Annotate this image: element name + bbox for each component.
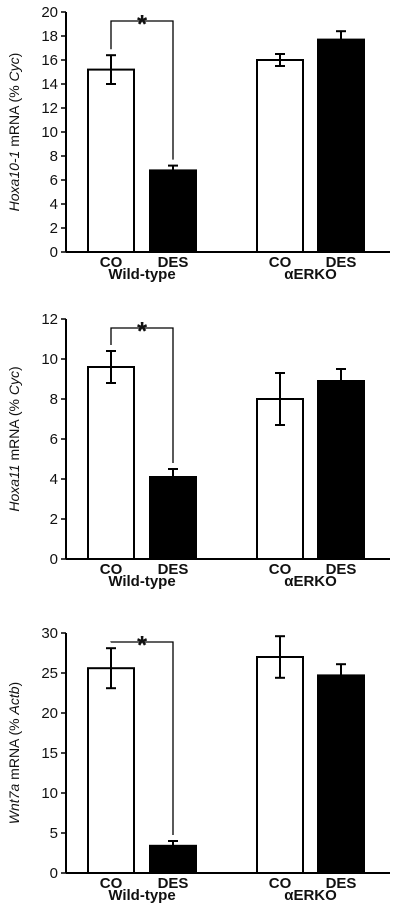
y-tick-label: 10 xyxy=(41,785,58,802)
chart-panel-1: 0 2 4 6 8 10 12 14 16 18 20 Hoxa10-1 mRNA (% Cyc) CO… xyxy=(6,4,390,283)
category-label: CO xyxy=(269,561,292,578)
group-label: Wild-type xyxy=(108,266,175,283)
bar-des xyxy=(149,844,197,874)
y-axis-label-close: ) xyxy=(6,53,22,58)
significance-star: * xyxy=(137,630,148,660)
y-tick-label: 18 xyxy=(41,28,58,45)
bar-co xyxy=(87,68,135,253)
category-label: DES xyxy=(326,254,357,271)
bar-co xyxy=(256,656,304,874)
y-axis-label-close: ) xyxy=(6,366,22,371)
y-axis-label: Wnt7a mRNA (% Actb) xyxy=(6,682,22,824)
category-label: CO xyxy=(269,875,292,892)
y-tick-label: 4 xyxy=(50,471,58,488)
y-tick-label: 0 xyxy=(50,865,58,882)
y-axis-label-ref: Actb xyxy=(6,686,22,715)
y-axis-label-rest: mRNA (% xyxy=(6,81,22,150)
y-tick-label: 10 xyxy=(41,124,58,141)
significance-star: * xyxy=(137,316,148,346)
y-tick-label: 6 xyxy=(50,172,58,189)
y-tick-label: 12 xyxy=(41,311,58,328)
y-axis-label-ref: Cyc xyxy=(6,371,22,395)
y-tick-label: 8 xyxy=(50,391,58,408)
y-tick-label: 4 xyxy=(50,196,58,213)
category-label: DES xyxy=(158,561,189,578)
y-tick-label: 5 xyxy=(50,825,58,842)
y-tick-label: 2 xyxy=(50,220,58,237)
y-tick-label: 15 xyxy=(41,745,58,762)
significance-bracket xyxy=(110,641,174,835)
y-tick-label: 30 xyxy=(41,625,58,642)
y-tick-label: 6 xyxy=(50,431,58,448)
category-label: DES xyxy=(326,561,357,578)
y-axis-label: Hoxa10-1 mRNA (% Cyc) xyxy=(6,53,22,212)
significance-star: * xyxy=(137,9,148,39)
bar-des xyxy=(317,38,365,253)
y-tick-label: 2 xyxy=(50,511,58,528)
category-label: DES xyxy=(158,254,189,271)
bar-des xyxy=(317,380,365,560)
group-label: Wild-type xyxy=(108,887,175,904)
y-axis-label-gene: Wnt7a xyxy=(6,784,22,825)
y-axis-label-gene: Hoxa10-1 xyxy=(6,151,22,212)
y-axis-label: Hoxa11 mRNA (% Cyc) xyxy=(6,366,22,511)
y-tick-label: 25 xyxy=(41,665,58,682)
group-label: Wild-type xyxy=(108,573,175,590)
y-tick-label: 20 xyxy=(41,4,58,21)
group-label: αERKO xyxy=(284,573,337,590)
y-axis-label-ref: Cyc xyxy=(6,57,22,81)
bar-co xyxy=(87,667,135,875)
group-label: αERKO xyxy=(284,887,337,904)
y-tick-label: 20 xyxy=(41,705,58,722)
significance-bracket xyxy=(110,327,174,463)
y-axis-label-gene: Hoxa11 xyxy=(6,464,22,511)
significance-bracket xyxy=(110,20,174,160)
y-tick-label: 14 xyxy=(41,76,58,93)
category-label: DES xyxy=(158,875,189,892)
group-label: αERKO xyxy=(284,266,337,283)
bar-co xyxy=(256,59,304,253)
y-tick-label: 0 xyxy=(50,244,58,261)
category-label: CO xyxy=(100,875,123,892)
y-tick-label: 8 xyxy=(50,148,58,165)
bar-des xyxy=(149,169,197,253)
y-tick-label: 0 xyxy=(50,551,58,568)
y-axis-label-close: ) xyxy=(6,682,22,687)
y-axis-label-rest: mRNA (% xyxy=(6,714,22,783)
y-tick-label: 12 xyxy=(41,100,58,117)
category-label: CO xyxy=(269,254,292,271)
category-label: CO xyxy=(100,561,123,578)
y-tick-label: 10 xyxy=(41,351,58,368)
bar-des xyxy=(317,674,365,875)
bar-des xyxy=(149,476,197,560)
y-tick-label: 16 xyxy=(41,52,58,69)
category-label: CO xyxy=(100,254,123,271)
y-axis-label-rest: mRNA (% xyxy=(6,395,22,464)
category-label: DES xyxy=(326,875,357,892)
bar-co xyxy=(87,366,135,560)
